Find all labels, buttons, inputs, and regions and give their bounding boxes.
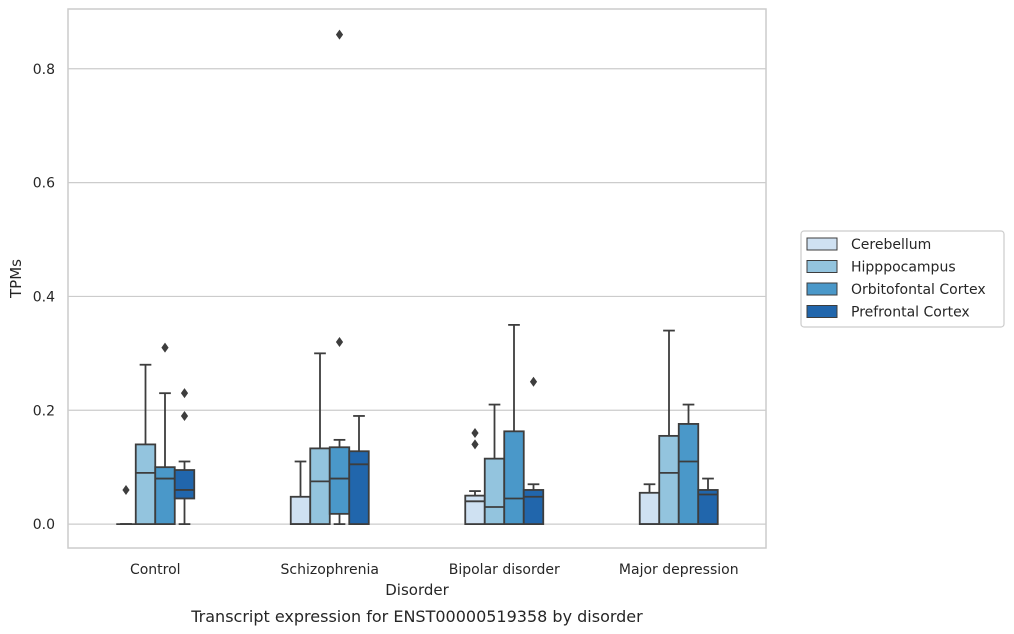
chart-caption: Transcript expression for ENST0000051935…: [190, 607, 643, 626]
legend-label: Orbitofontal Cortex: [851, 282, 986, 298]
legend-label: Cerebellum: [851, 237, 931, 253]
box-schizophrenia-prefrontal-cortex: [348, 415, 370, 525]
box-body: [173, 469, 196, 500]
box-body: [134, 443, 157, 525]
plot-frame: [67, 8, 767, 549]
box-body: [464, 494, 486, 525]
outlier-point: [335, 29, 344, 40]
box-schizophrenia-cerebellum: [289, 460, 312, 525]
legend-frame: [800, 230, 1005, 328]
box-bipolar-disorder-prefrontal-cortex: [522, 376, 545, 525]
box-body: [328, 446, 351, 515]
box-control-orbitofontal-cortex: [154, 342, 176, 525]
box-body: [289, 495, 312, 525]
y-tick-label: 0.2: [33, 403, 55, 419]
y-axis-label: TPMs: [7, 259, 25, 299]
box-body: [522, 489, 545, 525]
legend: Cerebellum Hipppocampus Orbitofontal Corte…: [800, 230, 1005, 328]
box-bipolar-disorder-orbitofontal-cortex: [503, 323, 525, 525]
box-major-depression-prefrontal-cortex: [697, 477, 719, 525]
box-control-cerebellum: [116, 484, 136, 525]
box-body: [483, 457, 506, 525]
x-tick-label: Bipolar disorder: [449, 562, 560, 578]
legend-swatch: [806, 237, 838, 251]
box-body: [503, 430, 525, 525]
legend-swatch: [806, 305, 838, 318]
box-major-depression-hipppocampus: [658, 329, 680, 525]
outlier-point: [180, 388, 189, 399]
box-body: [677, 423, 700, 525]
legend-label: Prefrontal Cortex: [851, 305, 970, 321]
outlier-point: [471, 439, 479, 450]
box-body: [638, 491, 661, 525]
outlier-point: [122, 484, 130, 495]
x-tick-label: Control: [130, 562, 181, 578]
x-tick-label: Major depression: [619, 562, 739, 578]
outlier-point: [529, 376, 538, 387]
y-tick-label: 0.8: [33, 62, 55, 78]
box-body: [154, 466, 176, 525]
box-control-hipppocampus: [134, 363, 157, 525]
x-tick-label: Schizophrenia: [281, 562, 379, 578]
box-schizophrenia-orbitofontal-cortex: [328, 29, 351, 525]
legend-item: Hipppocampus: [806, 260, 956, 276]
outlier-point: [335, 336, 344, 347]
y-tick-label: 0.0: [33, 517, 55, 533]
x-axis-ticks: Control Schizophrenia Bipolar disorder Majo…: [130, 562, 739, 578]
x-axis-label: Disorder: [385, 581, 449, 599]
legend-label: Hipppocampus: [851, 260, 956, 276]
legend-item: Prefrontal Cortex: [806, 305, 970, 321]
outlier-point: [161, 342, 169, 353]
box-schizophrenia-hipppocampus: [309, 352, 331, 525]
legend-item: Cerebellum: [806, 237, 931, 253]
outlier-point: [471, 428, 479, 439]
box-bipolar-disorder-cerebellum: [464, 428, 486, 525]
box-marks: [116, 29, 719, 525]
box-body: [658, 434, 680, 525]
legend-swatch: [806, 282, 838, 296]
box-major-depression-orbitofontal-cortex: [677, 403, 700, 525]
box-body: [309, 447, 331, 525]
box-body: [697, 489, 719, 525]
box-control-prefrontal-cortex: [173, 388, 196, 525]
y-axis-ticks: 0.0 0.2 0.4 0.6 0.8: [33, 62, 55, 533]
box-bipolar-disorder-hipppocampus: [483, 403, 506, 525]
box-body: [348, 450, 370, 525]
outlier-point: [180, 410, 189, 421]
y-tick-label: 0.4: [33, 289, 55, 305]
legend-item: Orbitofontal Cortex: [806, 282, 986, 298]
box-major-depression-cerebellum: [638, 483, 661, 525]
y-tick-label: 0.6: [33, 176, 55, 192]
legend-swatch: [806, 260, 838, 273]
